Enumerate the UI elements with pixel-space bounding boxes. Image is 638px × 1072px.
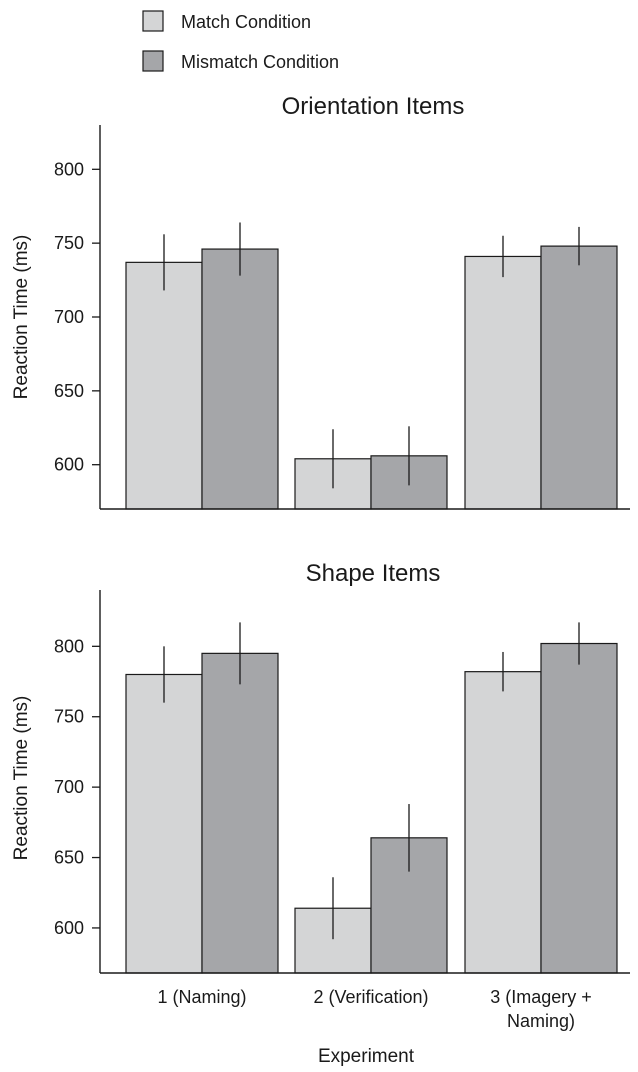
bar [464, 255, 542, 510]
y-tick-label: 800 [54, 159, 84, 179]
y-tick-label: 600 [54, 455, 84, 475]
y-tick-label: 800 [54, 636, 84, 656]
bar [125, 261, 203, 510]
panel-title: Orientation Items [282, 93, 465, 120]
bar [540, 245, 618, 510]
x-tick-label: 3 (Imagery + Naming) [490, 987, 592, 1031]
legend-label-mismatch: Mismatch Condition [181, 52, 339, 72]
legend-label-match: Match Condition [181, 12, 311, 32]
y-tick-label: 650 [54, 848, 84, 868]
x-tick-label: 2 (Verification) [313, 987, 428, 1007]
orientation-items-panel: Orientation Items Reaction Time (ms) 600 65… [11, 93, 630, 510]
y-axis-title: Reaction Time (ms) [11, 235, 32, 400]
legend: Match Condition Mismatch Condition [142, 10, 339, 72]
shape-items-panel: Shape Items Reaction Time (ms) 600 650 700 75… [11, 560, 630, 1031]
y-tick-label: 600 [54, 918, 84, 938]
bar [201, 248, 279, 510]
legend-swatch-mismatch [142, 50, 164, 72]
bar [201, 652, 279, 974]
y-tick-label: 700 [54, 777, 84, 797]
y-tick-label: 750 [54, 233, 84, 253]
bar [125, 673, 203, 974]
x-axis-title: Experiment [318, 1046, 415, 1067]
y-tick-label: 750 [54, 707, 84, 727]
panel-title: Shape Items [306, 560, 441, 587]
y-tick-label: 700 [54, 307, 84, 327]
bar [464, 671, 542, 974]
y-axis-title: Reaction Time (ms) [11, 696, 32, 861]
y-tick-label: 650 [54, 381, 84, 401]
bar [540, 642, 618, 974]
x-tick-label: 1 (Naming) [157, 987, 246, 1007]
legend-swatch-match [142, 10, 164, 32]
